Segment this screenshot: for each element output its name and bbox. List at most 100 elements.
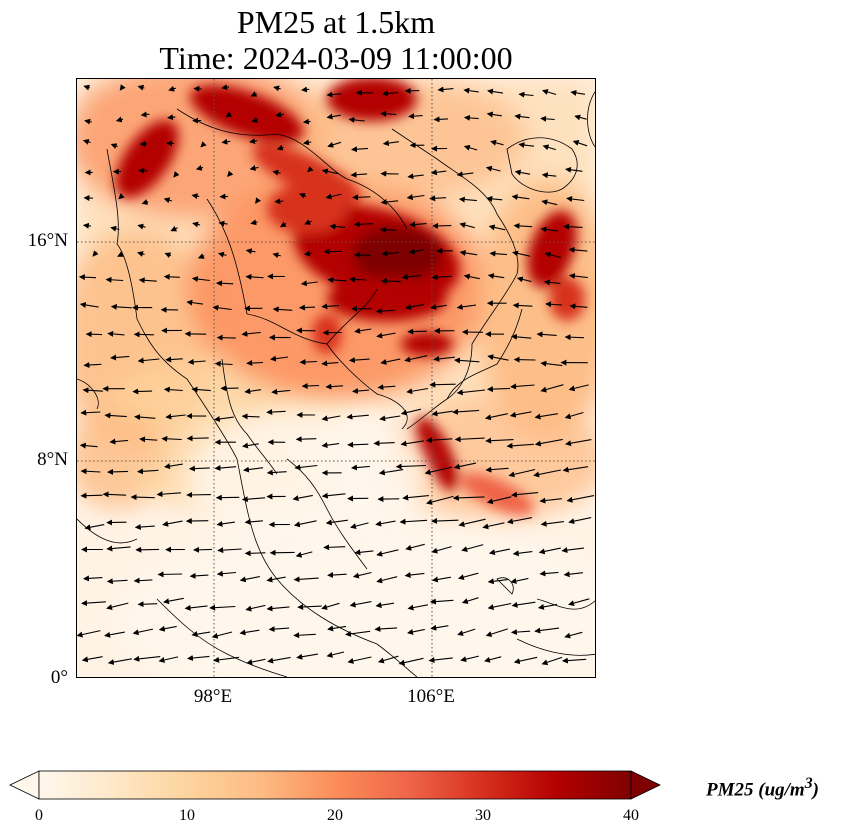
wind-arrow <box>459 250 478 256</box>
wind-arrow <box>408 248 424 255</box>
wind-arrow <box>506 442 534 449</box>
wind-arrow <box>534 413 558 420</box>
wind-arrow <box>216 334 236 341</box>
wind-arrow <box>348 116 365 123</box>
wind-arrow <box>326 113 341 120</box>
wind-arrow <box>454 436 485 443</box>
wind-arrow <box>303 139 312 146</box>
wind-arrow <box>354 327 372 334</box>
wind-arrow <box>541 199 558 206</box>
map-svg <box>77 79 595 677</box>
wind-arrow <box>82 222 92 229</box>
wind-arrow <box>81 600 106 607</box>
wind-arrow <box>165 413 186 420</box>
wind-arrow <box>80 492 103 499</box>
wind-arrow <box>545 301 562 308</box>
wind-arrow <box>513 356 536 363</box>
wind-arrow <box>83 84 90 91</box>
wind-arrow <box>568 384 589 392</box>
wind-arrow <box>241 496 266 503</box>
x-tick-98e: 98°E <box>193 686 233 707</box>
wind-arrow <box>133 655 161 662</box>
wind-arrow <box>246 360 264 367</box>
wind-arrow <box>302 118 311 125</box>
wind-arrow <box>539 497 562 504</box>
wind-arrow <box>157 571 183 578</box>
wind-arrow <box>118 193 125 200</box>
wind-arrow <box>110 225 120 232</box>
wind-arrow <box>301 86 310 93</box>
wind-arrow <box>115 116 124 123</box>
wind-arrow <box>431 410 453 417</box>
wind-arrow <box>424 466 453 475</box>
wind-arrow <box>193 546 213 553</box>
wind-arrow <box>486 195 503 202</box>
wind-arrow <box>533 469 562 478</box>
colorbar-tick-0: 0 <box>35 807 43 824</box>
colorbar-extend-min <box>9 770 40 800</box>
wind-arrow <box>463 114 479 121</box>
wind-arrow <box>139 436 158 443</box>
wind-arrow <box>486 386 511 393</box>
wind-arrow <box>484 413 508 421</box>
wind-arrow <box>398 657 424 666</box>
wind-arrow <box>84 524 105 531</box>
wind-arrow <box>213 415 234 422</box>
colorbar-tick-20: 20 <box>327 807 343 824</box>
wind-arrow <box>406 387 429 395</box>
wind-arrow <box>245 273 264 280</box>
wind-arrow <box>250 91 258 97</box>
wind-arrow <box>327 141 342 148</box>
wind-arrow <box>246 658 266 665</box>
wind-arrow <box>456 303 476 310</box>
wind-arrow <box>566 495 595 503</box>
wind-arrow <box>565 439 592 447</box>
wind-arrow <box>456 389 486 396</box>
wind-arrow <box>298 304 316 311</box>
wind-arrow <box>137 468 159 475</box>
wind-arrow <box>460 655 479 663</box>
wind-arrow <box>325 519 348 526</box>
wind-arrow <box>458 196 477 203</box>
wind-arrow <box>485 628 508 637</box>
wind-arrow <box>433 116 448 123</box>
wind-arrow <box>83 575 103 582</box>
wind-arrow <box>407 173 424 180</box>
wind-arrow <box>80 409 101 416</box>
wind-arrow <box>106 602 129 611</box>
colorbar-label: PM25 (ug/m3) <box>706 775 819 801</box>
wind-arrow <box>188 465 210 472</box>
wind-arrow <box>326 91 342 98</box>
wind-arrow <box>511 333 532 340</box>
wind-arrow <box>514 169 531 176</box>
wind-arrow <box>382 90 399 97</box>
wind-arrow <box>572 140 588 147</box>
wind-arrow <box>299 192 307 199</box>
wind-arrow <box>543 279 561 286</box>
wind-arrow <box>486 496 512 505</box>
wind-arrow <box>568 517 592 525</box>
wind-arrow <box>564 334 584 341</box>
wind-arrow <box>566 196 585 202</box>
wind-arrow <box>488 224 506 231</box>
colorbar-extend-max <box>630 770 661 800</box>
title-line-1: PM25 at 1.5km <box>236 4 436 40</box>
wind-arrow <box>299 359 318 366</box>
wind-arrow <box>430 624 449 631</box>
wind-arrow <box>133 331 154 338</box>
wind-arrow <box>138 277 157 284</box>
wind-arrow <box>407 604 429 611</box>
wind-arrow <box>81 656 103 663</box>
wind-arrow <box>487 354 509 361</box>
y-tick-0: 0° <box>50 667 68 688</box>
wind-vectors <box>77 84 595 666</box>
wind-arrow <box>158 625 177 632</box>
wind-arrow <box>518 142 535 148</box>
wind-arrow <box>244 388 262 395</box>
wind-arrow <box>563 571 583 578</box>
wind-arrow <box>452 494 485 501</box>
wind-arrow <box>165 356 183 363</box>
wind-arrow <box>249 138 258 145</box>
wind-arrow <box>241 330 261 337</box>
wind-arrow <box>191 193 200 200</box>
